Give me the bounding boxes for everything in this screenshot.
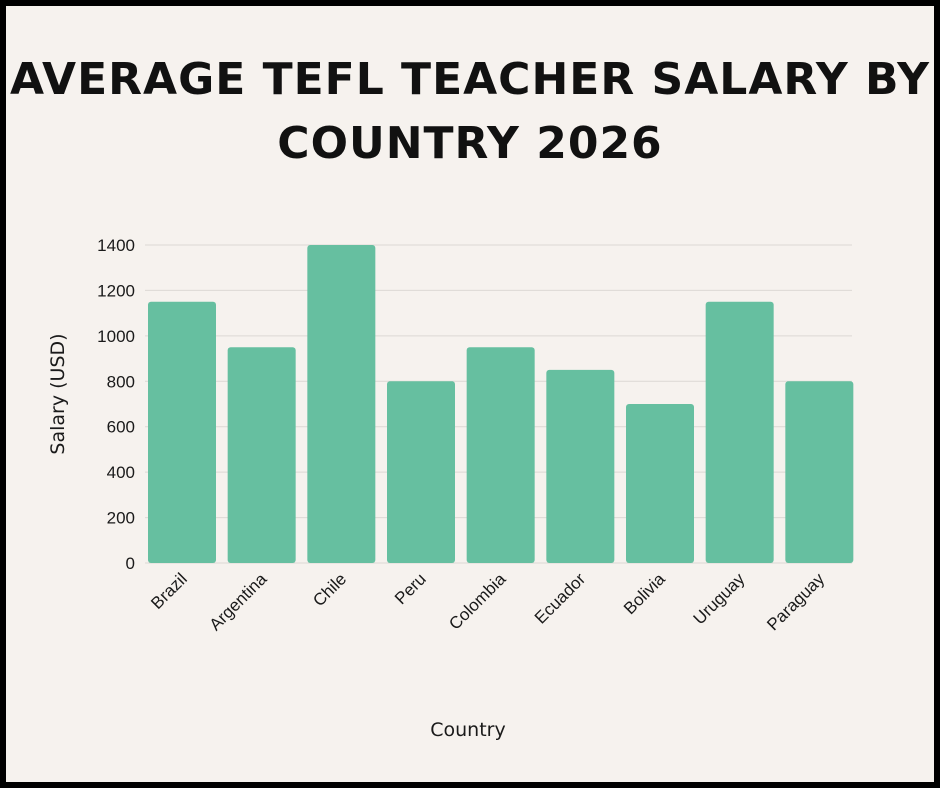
bar-paraguay: [785, 381, 854, 563]
y-tick-label: 600: [107, 418, 135, 437]
x-tick-label: Brazil: [147, 569, 190, 612]
x-tick-label: Uruguay: [690, 569, 749, 628]
bar-peru: [387, 381, 455, 563]
x-tick-label: Ecuador: [531, 569, 589, 627]
y-tick-label: 800: [107, 372, 135, 391]
bar-uruguay: [705, 301, 774, 563]
x-tick-label: Peru: [391, 569, 430, 608]
bars: [148, 245, 854, 563]
x-axis-ticks: Brazil Argentina Chile Peru Colombia Ecuador B…: [147, 569, 828, 634]
bar-ecuador: [546, 369, 615, 563]
x-tick-label: Chile: [309, 569, 350, 610]
bar-chile: [307, 245, 376, 563]
x-tick-label: Argentina: [206, 569, 271, 634]
x-axis-title: Country: [430, 719, 505, 741]
x-tick-label: Colombia: [445, 569, 510, 634]
bar-brazil: [148, 301, 216, 563]
bar-bolivia: [626, 404, 694, 563]
bar-colombia: [466, 347, 535, 563]
chart-title: AVERAGE TEFL TEACHER SALARY BY COUNTRY 2…: [9, 54, 931, 169]
y-tick-label: 1400: [97, 236, 135, 255]
bar-argentina: [227, 347, 296, 563]
y-axis-title: Salary (USD): [47, 333, 69, 454]
y-tick-label: 1200: [97, 281, 135, 300]
y-tick-label: 400: [107, 463, 135, 482]
x-tick-label: Paraguay: [763, 569, 828, 634]
y-tick-label: 1000: [97, 327, 135, 346]
y-tick-label: 0: [126, 554, 135, 573]
y-tick-label: 200: [107, 509, 135, 528]
x-tick-label: Bolivia: [620, 569, 669, 618]
y-axis-ticks: 0 200 400 600 800 1000 1200 1400: [97, 236, 135, 573]
